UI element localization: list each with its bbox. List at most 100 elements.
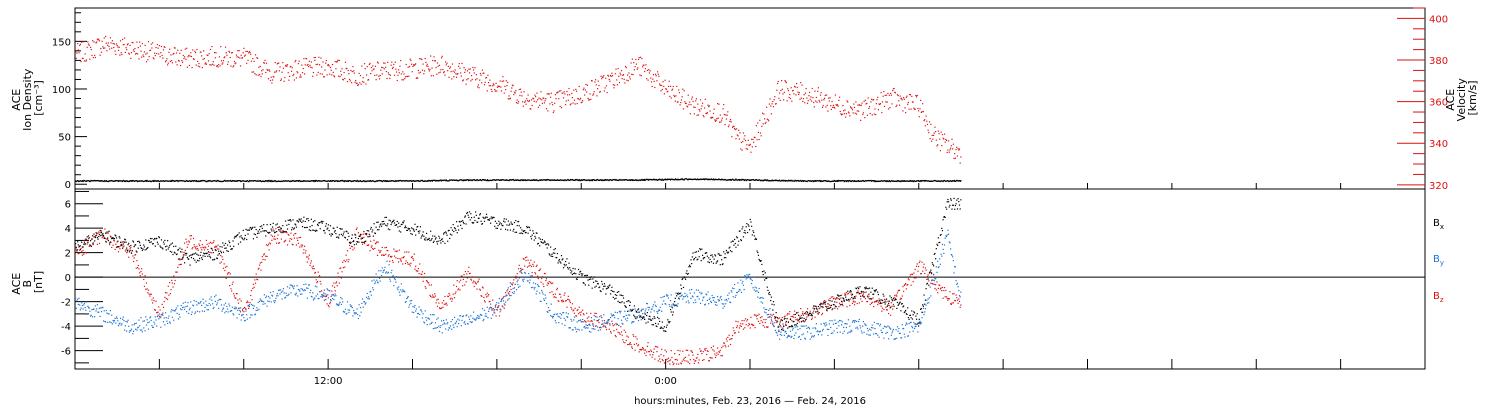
by-series-point — [463, 322, 465, 324]
velocity-series-point — [712, 112, 715, 115]
velocity-series-point — [102, 47, 105, 49]
ion-density-series-point — [233, 180, 235, 182]
by-series-point — [556, 313, 558, 315]
by-series-point — [138, 319, 140, 321]
bz-series-point — [875, 301, 877, 303]
ion-density-series-point — [173, 179, 175, 182]
ion-density-series-point — [922, 179, 925, 182]
by-series-point — [134, 328, 137, 330]
bz-series-point — [499, 308, 501, 310]
bz-series-point — [517, 268, 520, 270]
ion-density-series-point — [369, 179, 372, 182]
velocity-series-point — [340, 70, 342, 72]
velocity-series-point — [525, 103, 527, 105]
bz-series-point — [237, 299, 239, 301]
bz-series-point — [948, 298, 950, 300]
velocity-series-point — [223, 57, 225, 59]
ion-density-series-point — [235, 180, 237, 182]
by-series-point — [306, 297, 308, 299]
ion-density-series-point — [900, 180, 903, 182]
velocity-series-point — [222, 60, 225, 62]
ion-density-series-point — [802, 179, 804, 182]
bz-series-point — [781, 319, 783, 321]
bz-series-point — [164, 296, 166, 298]
velocity-series-point — [109, 48, 111, 50]
ion-density-series-point — [755, 179, 757, 181]
bz-series-point — [819, 302, 822, 305]
velocity-series-point — [642, 64, 644, 66]
ion-density-series-point — [581, 179, 583, 181]
by-series-point — [422, 313, 424, 315]
ion-density-series-point — [89, 180, 91, 183]
velocity-series-point — [560, 90, 562, 92]
velocity-series-point — [76, 52, 78, 54]
by-series-point — [467, 323, 469, 325]
by-series-point — [656, 312, 659, 314]
bz-series-point — [855, 295, 857, 297]
bz-series-point — [147, 292, 149, 294]
velocity-series-point — [607, 75, 610, 77]
bz-series-point — [330, 295, 332, 298]
velocity-series-point — [285, 64, 287, 66]
bz-series-point — [939, 288, 942, 290]
by-series-point — [186, 311, 188, 313]
by-series-point — [560, 317, 562, 319]
velocity-series-point — [618, 81, 621, 84]
velocity-series-point — [658, 75, 660, 77]
bz-series-point — [757, 314, 759, 316]
bz-series-point — [588, 316, 590, 318]
ion-density-series-point — [188, 180, 191, 182]
bz-series-point — [177, 266, 179, 268]
velocity-series-point — [534, 94, 536, 96]
by-series-point — [545, 303, 548, 305]
by-series-point — [164, 324, 166, 326]
bz-series-point — [816, 311, 818, 313]
ion-density-series-point — [511, 179, 513, 181]
bz-series-point — [806, 308, 809, 310]
velocity-series-point — [432, 59, 434, 62]
bz-series-point — [154, 308, 156, 311]
velocity-series-point — [698, 108, 700, 111]
bz-series-point — [404, 262, 407, 265]
ion-density-series-point — [78, 180, 80, 183]
velocity-series-point — [159, 56, 161, 58]
ion-density-series-point — [588, 179, 590, 181]
ion-density-series-point — [841, 179, 843, 182]
bz-series-point — [706, 353, 708, 356]
velocity-series-point — [934, 126, 936, 128]
bz-series-point — [891, 305, 893, 307]
ion-density-series-point — [924, 179, 927, 182]
velocity-series-point — [810, 96, 812, 98]
by-series-point — [426, 324, 428, 326]
velocity-series-point — [678, 89, 680, 91]
bz-series-point — [214, 246, 216, 248]
top-left-tick-label: 150 — [52, 37, 71, 48]
velocity-series-point — [549, 96, 552, 98]
by-series-point — [172, 309, 174, 312]
ion-density-series-point — [750, 179, 752, 182]
bz-series-point — [433, 296, 435, 298]
by-series-point — [526, 280, 529, 282]
velocity-series-point — [783, 91, 785, 94]
by-series-point — [664, 303, 666, 305]
bz-series-point — [355, 234, 357, 236]
ion-density-series-point — [860, 180, 862, 182]
ion-density-series-point — [414, 180, 416, 183]
velocity-series-point — [119, 54, 121, 56]
velocity-series-point — [949, 149, 951, 151]
by-series-point — [232, 313, 234, 315]
velocity-series-point — [928, 121, 931, 123]
bz-series-point — [524, 265, 526, 267]
velocity-series-point — [241, 57, 243, 59]
bz-series-point — [925, 269, 927, 271]
bz-series-point — [329, 302, 331, 305]
ion-density-series-point — [917, 180, 920, 182]
bz-series-point — [186, 241, 188, 243]
bz-series-point — [387, 250, 389, 252]
ion-density-series-point — [756, 179, 758, 181]
velocity-series-point — [192, 58, 195, 60]
velocity-series-point — [79, 44, 81, 47]
ion-density-series-point — [273, 180, 275, 182]
bz-series-point — [834, 298, 837, 300]
by-series-point — [620, 319, 623, 321]
